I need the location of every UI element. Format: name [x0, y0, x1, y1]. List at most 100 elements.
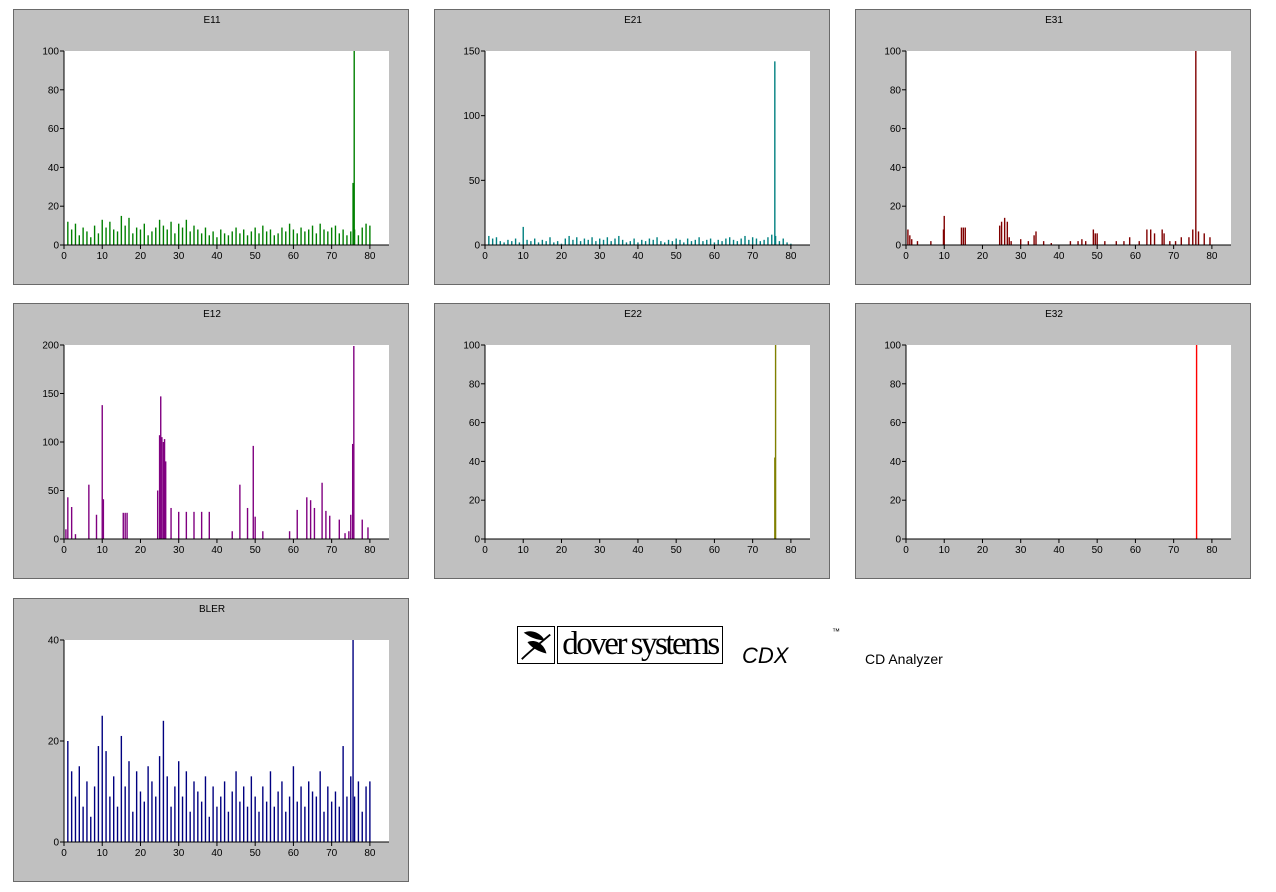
logo-product: CDX	[742, 643, 789, 668]
y-tick-label: 20	[469, 496, 481, 507]
y-tick-label: 200	[42, 341, 59, 352]
x-tick-label: 0	[482, 251, 488, 262]
x-tick-label: 40	[632, 251, 644, 262]
x-tick-label: 70	[326, 251, 338, 262]
x-tick-label: 20	[977, 545, 989, 556]
y-tick-label: 100	[884, 47, 901, 58]
chart-title: E12	[203, 309, 221, 320]
x-tick-label: 40	[1053, 545, 1065, 556]
x-tick-label: 70	[747, 251, 759, 262]
x-tick-label: 30	[173, 545, 185, 556]
y-tick-label: 20	[48, 202, 60, 213]
x-tick-label: 10	[97, 848, 109, 859]
x-tick-label: 70	[326, 545, 338, 556]
y-tick-label: 50	[469, 176, 481, 187]
y-tick-label: 60	[469, 418, 481, 429]
x-tick-label: 30	[594, 251, 606, 262]
x-tick-label: 40	[632, 545, 644, 556]
x-tick-label: 0	[61, 251, 67, 262]
y-tick-label: 100	[463, 341, 480, 352]
x-tick-label: 20	[977, 251, 989, 262]
y-tick-label: 60	[890, 418, 902, 429]
chart-title: E32	[1045, 309, 1063, 320]
x-tick-label: 70	[1168, 545, 1180, 556]
x-tick-label: 30	[173, 848, 185, 859]
x-tick-label: 50	[671, 251, 683, 262]
x-tick-label: 30	[1015, 251, 1027, 262]
x-tick-label: 0	[61, 545, 67, 556]
x-tick-label: 40	[211, 251, 223, 262]
chart-panel: E22 0 20 40 60 80 100 0 10 20 30 40 50 60 70 80	[434, 303, 830, 579]
y-tick-label: 60	[48, 124, 60, 135]
x-tick-label: 40	[1053, 251, 1065, 262]
x-tick-label: 20	[556, 251, 568, 262]
y-tick-label: 20	[890, 202, 902, 213]
x-tick-label: 60	[709, 251, 721, 262]
y-tick-label: 150	[42, 389, 59, 400]
x-tick-label: 10	[518, 545, 530, 556]
chart-title: E31	[1045, 15, 1063, 26]
x-tick-label: 50	[250, 848, 262, 859]
x-tick-label: 0	[61, 848, 67, 859]
x-tick-label: 20	[135, 251, 147, 262]
y-tick-label: 0	[895, 241, 901, 252]
caption: CD Analyzer	[865, 651, 943, 667]
x-tick-label: 20	[135, 545, 147, 556]
x-tick-label: 80	[1206, 251, 1218, 262]
y-tick-label: 0	[53, 535, 59, 546]
x-tick-label: 70	[326, 848, 338, 859]
y-tick-label: 100	[463, 111, 480, 122]
logo-icon	[517, 626, 555, 664]
y-tick-label: 20	[48, 737, 60, 748]
x-tick-label: 80	[1206, 545, 1218, 556]
x-tick-label: 30	[1015, 545, 1027, 556]
x-tick-label: 50	[250, 251, 262, 262]
y-tick-label: 0	[53, 838, 59, 849]
x-tick-label: 50	[1092, 251, 1104, 262]
y-tick-label: 0	[474, 535, 480, 546]
x-tick-label: 80	[364, 251, 376, 262]
plot-area	[906, 51, 1231, 245]
y-tick-label: 0	[474, 241, 480, 252]
plot-area	[485, 51, 810, 245]
x-tick-label: 0	[903, 251, 909, 262]
x-tick-label: 50	[671, 545, 683, 556]
x-tick-label: 40	[211, 545, 223, 556]
y-tick-label: 150	[463, 47, 480, 58]
chart-panel: E12 0 50 100 150 200 0 10 20 30 40 50 60 70 80	[13, 303, 409, 579]
plot-area	[485, 345, 810, 539]
x-tick-label: 0	[482, 545, 488, 556]
x-tick-label: 50	[250, 545, 262, 556]
x-tick-label: 60	[288, 251, 300, 262]
y-tick-label: 40	[890, 163, 902, 174]
y-tick-label: 40	[890, 457, 902, 468]
plot-area	[906, 345, 1231, 539]
y-tick-label: 20	[890, 496, 902, 507]
chart-panel: E21 0 50 100 150 0 10 20 30 40 50 60 70 80	[434, 9, 830, 285]
chart-panel: E32 0 20 40 60 80 100 0 10 20 30 40 50 60 70 80	[855, 303, 1251, 579]
y-tick-label: 40	[48, 636, 60, 647]
logo-brand: dover systems	[557, 626, 723, 664]
chart-panel: E11 0 20 40 60 80 100 0 10 20 30 40 50 60 70 80	[13, 9, 409, 285]
y-tick-label: 80	[469, 379, 481, 390]
trademark: ™	[832, 627, 840, 636]
x-tick-label: 0	[903, 545, 909, 556]
x-tick-label: 60	[1130, 251, 1142, 262]
x-tick-label: 10	[939, 545, 951, 556]
x-tick-label: 30	[173, 251, 185, 262]
x-tick-label: 20	[135, 848, 147, 859]
x-tick-label: 10	[518, 251, 530, 262]
y-tick-label: 0	[53, 241, 59, 252]
x-tick-label: 70	[747, 545, 759, 556]
x-tick-label: 10	[97, 545, 109, 556]
x-tick-label: 70	[1168, 251, 1180, 262]
chart-panel: E31 0 20 40 60 80 100 0 10 20 30 40 50 60 70 80	[855, 9, 1251, 285]
x-tick-label: 60	[1130, 545, 1142, 556]
x-tick-label: 30	[594, 545, 606, 556]
x-tick-label: 10	[939, 251, 951, 262]
x-tick-label: 80	[785, 545, 797, 556]
y-tick-label: 0	[895, 535, 901, 546]
chart-panel: BLER 0 20 40 0 10 20 30 40 50 60 70 80	[13, 598, 409, 882]
x-tick-label: 50	[1092, 545, 1104, 556]
